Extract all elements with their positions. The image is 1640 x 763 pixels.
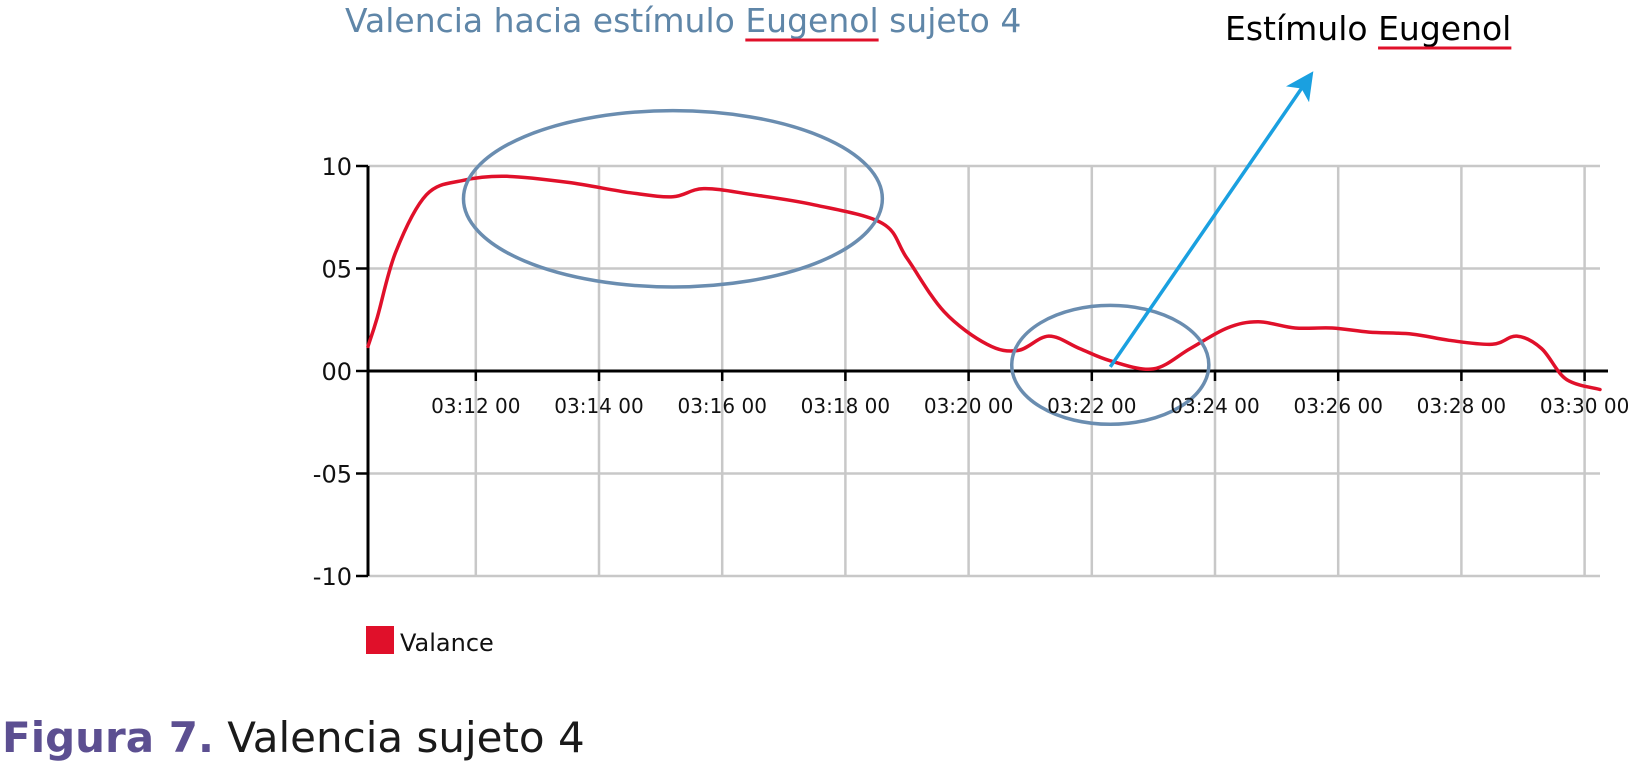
x-tick-label: 03:18 00 bbox=[801, 394, 890, 418]
y-tick-label: 10 bbox=[321, 153, 352, 181]
figure-caption: Figura 7. Valencia sujeto 4 bbox=[2, 713, 585, 762]
y-tick-labels: 10 05 00 -05 -10 bbox=[313, 153, 352, 591]
x-tick-label: 03:24 00 bbox=[1170, 394, 1259, 418]
stimulus-label-before: Estímulo bbox=[1225, 9, 1378, 48]
chart-title-after: sujeto 4 bbox=[879, 1, 1022, 40]
axes bbox=[356, 164, 1608, 578]
chart-title-underlined: Eugenol bbox=[745, 1, 878, 40]
x-tick-label: 03:30 00 bbox=[1540, 394, 1629, 418]
x-tick-labels: 03:12 00 03:14 00 03:16 00 03:18 00 03:20 00… bbox=[431, 394, 1629, 418]
highlight-ellipse bbox=[461, 108, 885, 289]
series-layer bbox=[366, 174, 1602, 392]
y-tick-label: -10 bbox=[313, 563, 352, 591]
annotation-layer bbox=[461, 71, 1314, 427]
legend-label: Valance bbox=[400, 629, 494, 657]
stimulus-arrow bbox=[1108, 71, 1314, 368]
x-tick-label: 03:26 00 bbox=[1293, 394, 1382, 418]
y-tick-label: 00 bbox=[321, 358, 352, 386]
chart-title: Valencia hacia estímulo Eugenol sujeto 4 bbox=[345, 1, 1021, 40]
caption-text: Valencia sujeto 4 bbox=[214, 713, 585, 762]
y-tick-label: -05 bbox=[313, 461, 352, 489]
x-tick-label: 03:28 00 bbox=[1417, 394, 1506, 418]
highlight-ellipse bbox=[1009, 303, 1211, 427]
x-tick-label: 03:14 00 bbox=[554, 394, 643, 418]
x-tick-label: 03:12 00 bbox=[431, 394, 520, 418]
stimulus-label-underlined: Eugenol bbox=[1378, 9, 1511, 48]
x-tick-label: 03:16 00 bbox=[677, 394, 766, 418]
y-tick-label: 05 bbox=[321, 256, 352, 284]
legend-swatch bbox=[366, 626, 394, 654]
series-line-valance bbox=[366, 174, 1602, 392]
chart-title-before: Valencia hacia estímulo bbox=[345, 1, 745, 40]
x-tick-label: 03:22 00 bbox=[1047, 394, 1136, 418]
stimulus-label: Estímulo Eugenol bbox=[1225, 9, 1511, 48]
x-tick-label: 03:20 00 bbox=[924, 394, 1013, 418]
caption-label: Figura 7. bbox=[2, 713, 214, 762]
